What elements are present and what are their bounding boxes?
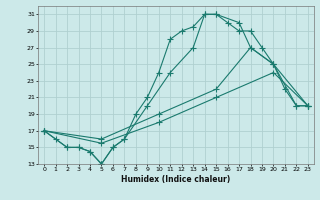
X-axis label: Humidex (Indice chaleur): Humidex (Indice chaleur) xyxy=(121,175,231,184)
